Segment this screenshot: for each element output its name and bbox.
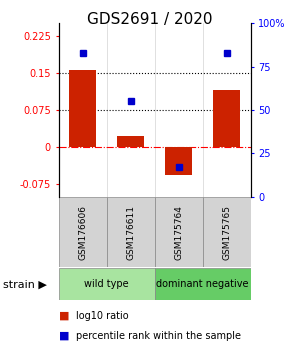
Bar — [117, 136, 144, 147]
Text: GSM175764: GSM175764 — [174, 205, 183, 260]
Text: strain ▶: strain ▶ — [3, 279, 47, 289]
Text: ■: ■ — [58, 331, 69, 341]
Bar — [69, 70, 96, 147]
Text: log10 ratio: log10 ratio — [76, 310, 129, 321]
Text: GSM175765: GSM175765 — [222, 205, 231, 260]
Bar — [58, 197, 106, 267]
Text: dominant negative: dominant negative — [156, 279, 249, 289]
Text: GDS2691 / 2020: GDS2691 / 2020 — [87, 12, 213, 27]
Bar — [202, 197, 250, 267]
Bar — [213, 90, 240, 147]
Text: wild type: wild type — [84, 279, 129, 289]
Bar — [106, 197, 154, 267]
Bar — [165, 147, 192, 175]
Text: percentile rank within the sample: percentile rank within the sample — [76, 331, 242, 341]
Text: ■: ■ — [58, 310, 69, 321]
Bar — [58, 268, 154, 300]
Text: GSM176611: GSM176611 — [126, 205, 135, 260]
Bar — [154, 268, 250, 300]
Text: GSM176606: GSM176606 — [78, 205, 87, 260]
Bar — [154, 197, 202, 267]
